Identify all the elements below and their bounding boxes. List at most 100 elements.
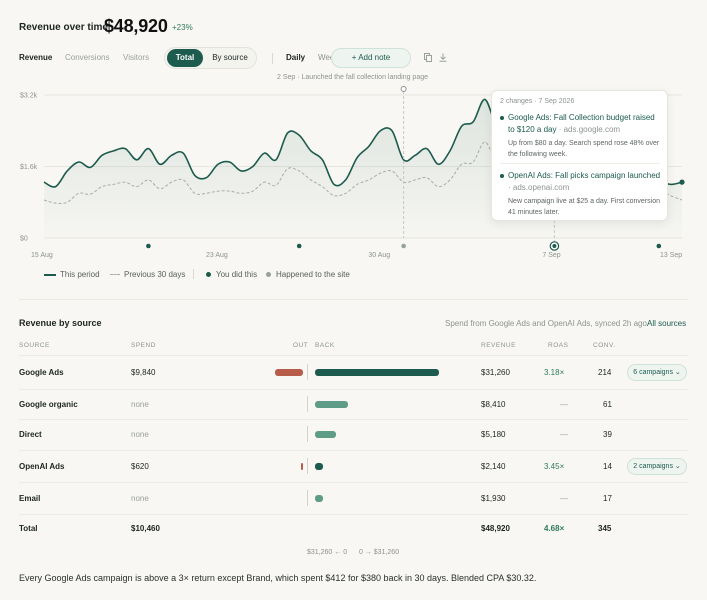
source-roas: 3.18× <box>544 368 565 377</box>
tab-revenue[interactable]: Revenue <box>19 53 53 62</box>
tooltip-item-body: New campaign live at $25 a day. First co… <box>508 198 660 216</box>
tooltip-item-1[interactable]: Google Ads: Fall Collection budget raise… <box>508 112 663 160</box>
source-name: Email <box>19 494 41 503</box>
legend-this-period-swatch <box>44 274 56 276</box>
revenue-back-bar <box>315 431 336 438</box>
source-revenue: $31,260 <box>481 368 510 377</box>
legend-site: Happened to the site <box>276 270 350 279</box>
source-name: Direct <box>19 430 42 439</box>
legend-you-did-dot <box>206 272 211 277</box>
source-conv: 17 <box>603 494 612 503</box>
tab-visitors[interactable]: Visitors <box>123 53 150 62</box>
tooltip-item-2[interactable]: OpenAI Ads: Fall picks campaign launched… <box>508 170 663 218</box>
download-icon[interactable] <box>439 53 447 64</box>
y-tick-label: $0 <box>20 236 28 243</box>
source-conv: 14 <box>603 462 612 471</box>
section-divider <box>19 299 688 300</box>
tooltip-item-source: · ads.google.com <box>556 125 621 134</box>
tooltip-item-source: · ads.openai.com <box>508 183 570 192</box>
previous-period-line <box>43 141 683 204</box>
you-did-marker[interactable] <box>656 243 662 249</box>
campaigns-dropdown[interactable]: 2 campaigns ⌄ <box>627 458 687 475</box>
legend-previous-swatch <box>110 274 120 275</box>
col-spend: SPEND <box>131 342 156 349</box>
change-tooltip <box>491 90 668 221</box>
site-event-top-marker[interactable] <box>400 86 407 92</box>
tooltip-divider <box>500 163 660 164</box>
chart-title: Revenue over time <box>19 22 108 33</box>
row-divider <box>19 389 688 390</box>
x-tick-label: 23 Aug <box>206 252 228 259</box>
x-tick-label: 30 Aug <box>368 252 390 259</box>
row-divider <box>19 482 688 483</box>
x-tick-label: 13 Sep <box>660 252 682 259</box>
source-conv: 214 <box>598 368 612 377</box>
bar-axis <box>307 426 308 442</box>
source-conv: 61 <box>603 400 612 409</box>
total-revenue: $48,920 <box>481 524 510 533</box>
col-out: OUT <box>293 342 309 349</box>
bar-axis <box>307 458 308 474</box>
total-label: Total <box>19 524 38 533</box>
revenue-back-bar <box>315 495 323 502</box>
site-event-marker[interactable] <box>401 243 406 249</box>
you-did-marker[interactable] <box>296 243 302 249</box>
legend-this-period: This period <box>60 270 100 279</box>
legend-previous: Previous 30 days <box>124 270 186 279</box>
source-spend: none <box>131 494 149 503</box>
legend-site-dot <box>266 272 271 277</box>
tooltip-item-title[interactable]: Google Ads: Fall Collection budget raise… <box>508 113 655 134</box>
insight-summary: Every Google Ads campaign is above a 3× … <box>19 573 537 583</box>
copy-icon[interactable] <box>424 53 432 64</box>
all-sources-link[interactable]: All sources <box>647 319 687 328</box>
col-source: SOURCE <box>19 342 50 349</box>
source-roas: — <box>560 494 568 503</box>
revenue-back-bar <box>315 369 439 376</box>
segment-by-source-button[interactable]: By source <box>212 53 248 62</box>
source-revenue: $8,410 <box>481 400 506 409</box>
tooltip-bullet-icon <box>500 116 504 120</box>
row-divider <box>19 450 688 451</box>
row-divider <box>19 514 688 515</box>
last-point-marker <box>679 179 685 185</box>
tooltip-item-body: Up from $80 a day. Search spend rose 48%… <box>508 140 660 158</box>
source-roas: 3.45× <box>544 462 565 471</box>
source-roas: — <box>560 430 568 439</box>
add-note-button[interactable]: + Add note <box>331 48 411 68</box>
x-tick-label: 15 Aug <box>31 252 53 259</box>
granularity-daily[interactable]: Daily <box>286 53 306 62</box>
toolbar-divider <box>272 53 273 64</box>
chart-annotation-label: 2 Sep · Launched the fall collection lan… <box>277 74 428 81</box>
total-roas: 4.68× <box>544 524 565 533</box>
source-name: Google Ads <box>19 368 64 377</box>
bar-axis <box>307 364 308 380</box>
total-conv: 345 <box>598 524 612 533</box>
revenue-back-bar <box>315 463 324 470</box>
total-spend: $10,460 <box>131 524 160 533</box>
source-table-title: Revenue by source <box>19 318 102 328</box>
tab-conversions[interactable]: Conversions <box>65 53 110 62</box>
y-tick-label: $1.6k <box>20 164 38 171</box>
out-scale-label: $31,260 ← 0 <box>307 549 348 556</box>
source-revenue: $1,930 <box>481 494 506 503</box>
x-tick-label: 7 Sep <box>542 252 560 259</box>
tooltip-item-title[interactable]: OpenAI Ads: Fall picks campaign launched <box>508 171 661 180</box>
source-spend: $620 <box>131 462 149 471</box>
col-back: BACK <box>315 342 335 349</box>
spend-out-bar <box>275 369 303 376</box>
row-divider <box>19 419 688 420</box>
bar-axis <box>307 396 308 412</box>
you-did-marker[interactable] <box>146 243 151 249</box>
source-name: Google organic <box>19 400 78 409</box>
bar-axis <box>307 490 308 506</box>
col-conv: CONV. <box>593 342 616 349</box>
revenue-back-bar <box>315 401 349 408</box>
sync-status: Spend from Google Ads and OpenAI Ads, sy… <box>445 319 647 328</box>
col-roas: ROAS <box>548 342 569 349</box>
source-revenue: $5,180 <box>481 430 506 439</box>
legend-you-did: You did this <box>216 270 258 279</box>
segment-total-button[interactable]: Total <box>167 49 203 67</box>
spend-out-bar <box>301 463 303 470</box>
source-name: OpenAI Ads <box>19 462 65 471</box>
campaigns-dropdown[interactable]: 6 campaigns ⌄ <box>627 364 687 381</box>
